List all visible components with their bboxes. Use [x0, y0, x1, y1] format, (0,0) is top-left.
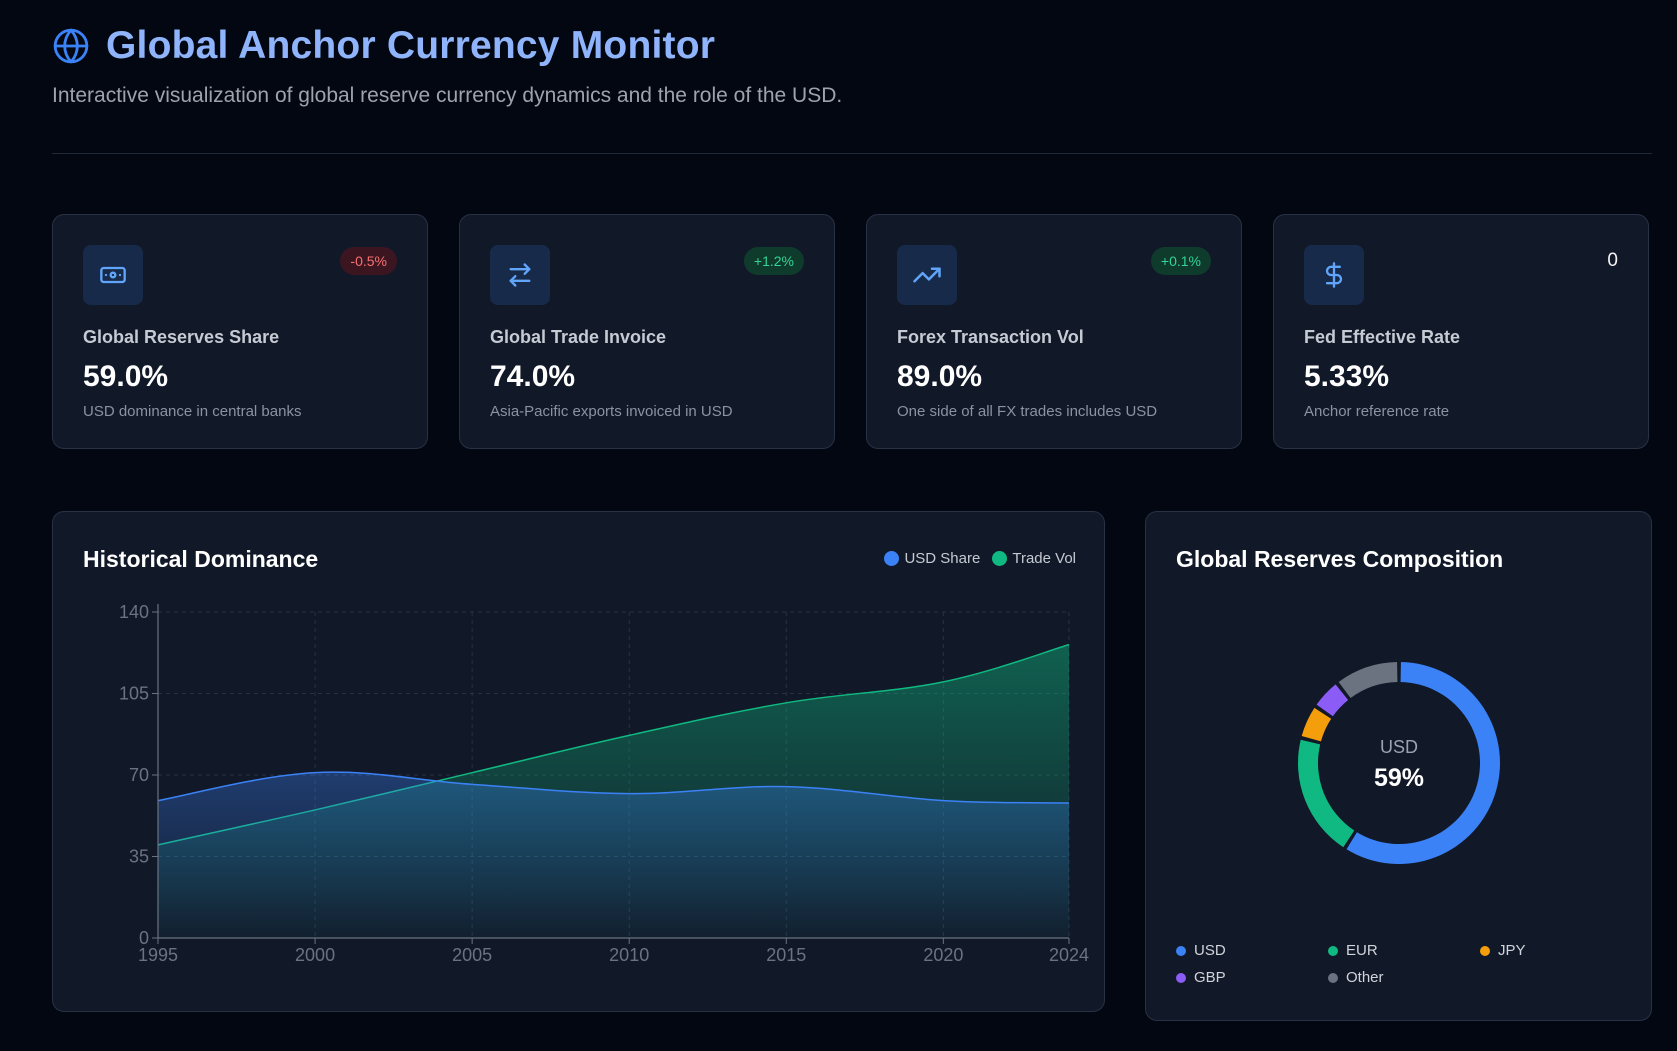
y-tick-label: 140 — [119, 602, 149, 622]
card-value: 89.0% — [897, 360, 983, 393]
donut-slice-usd[interactable] — [1346, 662, 1500, 864]
card-label: Global Reserves Share — [83, 327, 280, 347]
reserves-composition-title: Global Reserves Composition — [1176, 546, 1504, 572]
legend-label: JPY — [1498, 942, 1526, 959]
legend-item-usd-share[interactable]: USD Share — [884, 550, 980, 567]
change-badge: +0.1% — [1150, 247, 1211, 275]
card-value: 74.0% — [490, 360, 576, 393]
area-usd-share — [158, 772, 1069, 938]
legend-label: GBP — [1194, 969, 1226, 986]
chart-legend: USD Share Trade Vol — [884, 550, 1076, 567]
dollar-sign-icon — [1304, 245, 1364, 305]
card-description: Anchor reference rate — [1304, 403, 1450, 420]
legend-item-jpy[interactable]: JPY — [1480, 942, 1632, 959]
legend-label: USD Share — [904, 550, 981, 567]
page-title: Global Anchor Currency Monitor — [106, 24, 716, 67]
change-badge: 0 — [1607, 250, 1618, 271]
card-value: 59.0% — [83, 360, 169, 393]
donut-slice-gbp[interactable] — [1316, 684, 1349, 717]
globe-icon — [52, 27, 90, 65]
legend-swatch — [1328, 972, 1338, 983]
legend-item-trade-vol[interactable]: Trade Vol — [992, 550, 1076, 567]
y-tick-label: 70 — [129, 765, 149, 785]
legend-swatch — [1176, 945, 1186, 956]
legend-swatch — [884, 551, 900, 566]
legend-swatch — [1176, 972, 1186, 983]
historical-dominance-chart[interactable]: 0 35 70 105 140 1995 2000 2005 2010 2015 2020 2024 — [53, 512, 1106, 1013]
y-tick-label: 105 — [119, 684, 149, 704]
legend-label: USD — [1194, 942, 1226, 959]
page-header: Global Anchor Currency Monitor Interacti… — [52, 24, 1652, 108]
reserves-composition-panel: Global Reserves Composition USD 59% USD E… — [1145, 511, 1652, 1021]
kpi-cards: -0.5% Global Reserves Share 59.0% USD do… — [52, 214, 1652, 449]
x-tick-label: 2005 — [452, 945, 492, 965]
series-line-usd-share[interactable] — [157, 771, 1070, 804]
legend-label: EUR — [1346, 942, 1378, 959]
y-tick-label: 0 — [139, 928, 149, 948]
header-divider — [52, 153, 1652, 154]
x-tick-label: 2024 — [1049, 945, 1089, 965]
donut-center-label: USD — [1380, 737, 1418, 757]
change-badge: +1.2% — [743, 247, 804, 275]
x-tick-label: 2010 — [609, 945, 649, 965]
legend-item-other[interactable]: Other — [1328, 969, 1480, 986]
kpi-card-fed-rate[interactable]: 0 Fed Effective Rate 5.33% Anchor refere… — [1273, 214, 1649, 449]
legend-swatch — [1480, 945, 1490, 956]
composition-legend: USD EUR JPY GBP Other — [1176, 942, 1636, 986]
x-tick-label: 2015 — [766, 945, 806, 965]
page-subtitle: Interactive visualization of global rese… — [52, 84, 843, 107]
donut-center-value: 59% — [1374, 764, 1424, 792]
kpi-card-trade-invoice[interactable]: +1.2% Global Trade Invoice 74.0% Asia-Pa… — [459, 214, 835, 449]
legend-item-gbp[interactable]: GBP — [1176, 969, 1328, 986]
kpi-card-forex-volume[interactable]: +0.1% Forex Transaction Vol 89.0% One si… — [866, 214, 1242, 449]
donut-slice-eur[interactable] — [1298, 739, 1355, 848]
legend-label: Trade Vol — [1012, 550, 1076, 567]
x-tick-label: 2000 — [295, 945, 335, 965]
legend-swatch — [1328, 945, 1338, 956]
kpi-card-reserves-share[interactable]: -0.5% Global Reserves Share 59.0% USD do… — [52, 214, 428, 449]
exchange-arrows-icon — [490, 245, 550, 305]
card-description: One side of all FX trades includes USD — [897, 403, 1158, 420]
card-label: Forex Transaction Vol — [897, 327, 1084, 347]
card-label: Global Trade Invoice — [490, 327, 667, 347]
change-badge: -0.5% — [340, 247, 397, 275]
y-tick-label: 35 — [129, 847, 149, 867]
historical-dominance-panel: 0 35 70 105 140 1995 2000 2005 2010 2015 2020 2024 … — [52, 511, 1105, 1012]
card-value: 5.33% — [1304, 360, 1390, 393]
trending-up-icon — [897, 245, 957, 305]
banknote-icon — [83, 245, 143, 305]
card-description: Asia-Pacific exports invoiced in USD — [490, 403, 733, 420]
legend-swatch — [992, 551, 1008, 566]
reserves-donut-chart[interactable]: USD 59% — [1146, 512, 1653, 932]
x-tick-label: 1995 — [138, 945, 178, 965]
donut-slice-other[interactable] — [1338, 662, 1398, 699]
donut-slice-jpy[interactable] — [1301, 707, 1332, 742]
x-tick-label: 2020 — [923, 945, 963, 965]
legend-item-eur[interactable]: EUR — [1328, 942, 1480, 959]
historical-dominance-title: Historical Dominance — [83, 546, 319, 572]
card-label: Fed Effective Rate — [1304, 327, 1461, 347]
legend-label: Other — [1346, 969, 1384, 986]
legend-item-usd[interactable]: USD — [1176, 942, 1328, 959]
card-description: USD dominance in central banks — [83, 403, 302, 420]
